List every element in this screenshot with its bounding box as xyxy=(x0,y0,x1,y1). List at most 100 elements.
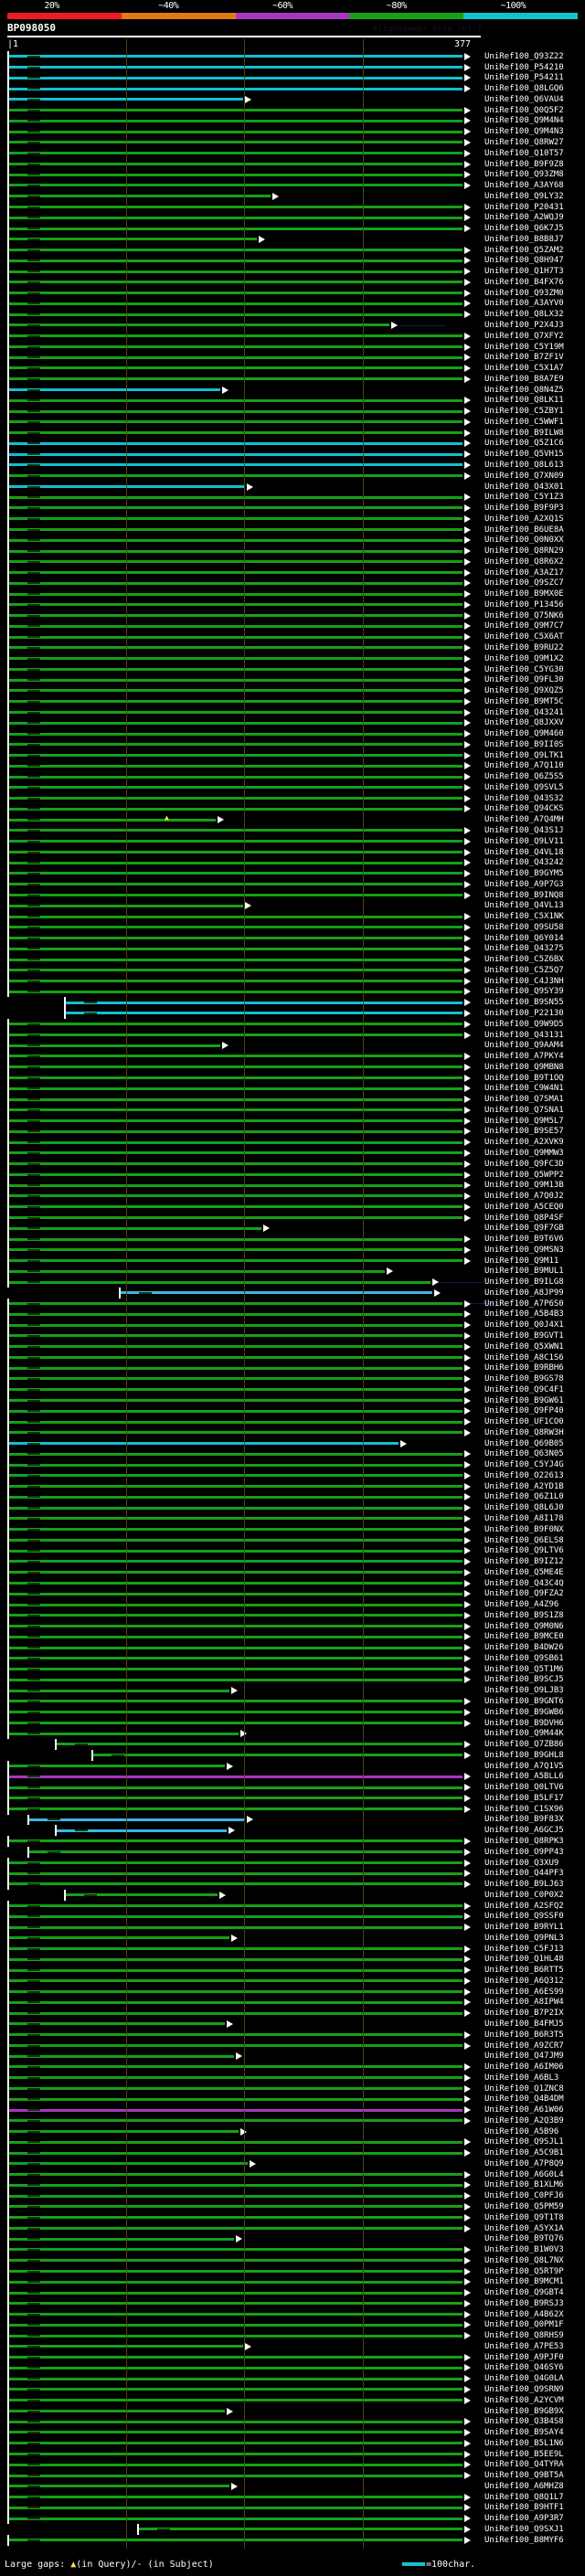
hit-accession-label[interactable]: UniRef100_Q9SU58 xyxy=(484,922,564,932)
hit-accession-label[interactable]: UniRef100_Q9XQZ5 xyxy=(484,686,564,696)
table-row[interactable]: UniRef100_Q6VAU4 xyxy=(0,94,585,105)
table-row[interactable]: UniRef100_Q93ZM8 xyxy=(0,169,585,181)
alignment-bar[interactable] xyxy=(9,2366,463,2369)
alignment-bar[interactable] xyxy=(29,1818,245,1821)
hit-accession-label[interactable]: UniRef100_B7P2IX xyxy=(484,2009,564,2019)
table-row[interactable]: UniRef100_Q6Z1L0 xyxy=(0,1491,585,1503)
alignment-bar[interactable] xyxy=(9,2173,463,2177)
alignment-bar[interactable] xyxy=(9,861,463,864)
alignment-bar[interactable] xyxy=(9,2194,463,2198)
alignment-bar[interactable] xyxy=(9,2022,225,2026)
alignment-bar[interactable] xyxy=(9,184,463,187)
table-row[interactable]: UniRef100_B1XLM6 xyxy=(0,2179,585,2191)
alignment-bar[interactable] xyxy=(9,1871,463,1875)
table-row[interactable]: UniRef100_B9SN55 xyxy=(0,997,585,1009)
hit-accession-label[interactable]: UniRef100_Q7SNA1 xyxy=(484,1105,564,1115)
table-row[interactable]: UniRef100_Q63N05 xyxy=(0,1448,585,1460)
table-row[interactable]: UniRef100_A6MHZ8 xyxy=(0,2481,585,2492)
alignment-bar[interactable] xyxy=(9,721,463,725)
table-row[interactable]: UniRef100_A2WQJ9 xyxy=(0,212,585,224)
table-row[interactable]: UniRef100_Q46SY6 xyxy=(0,2362,585,2374)
hit-accession-label[interactable]: UniRef100_Q9M1X2 xyxy=(484,653,564,663)
hit-accession-label[interactable]: UniRef100_Q43241 xyxy=(484,707,564,717)
hit-accession-label[interactable]: UniRef100_C5Y1Z3 xyxy=(484,493,564,503)
hit-accession-label[interactable]: UniRef100_Q0PM1F xyxy=(484,2320,564,2330)
hit-accession-label[interactable]: UniRef100_A5YX1A xyxy=(484,2223,564,2233)
hit-accession-label[interactable]: UniRef100_Q43S32 xyxy=(484,793,564,803)
hit-accession-label[interactable]: UniRef100_B9GWB6 xyxy=(484,1707,564,1717)
alignment-bar[interactable] xyxy=(9,130,463,133)
alignment-bar[interactable] xyxy=(9,1732,239,1735)
hit-accession-label[interactable]: UniRef100_A5CEQ0 xyxy=(484,1202,564,1212)
alignment-bar[interactable] xyxy=(9,980,463,983)
alignment-bar[interactable] xyxy=(9,1162,463,1166)
table-row[interactable]: UniRef100_B9GS78 xyxy=(0,1373,585,1384)
hit-accession-label[interactable]: UniRef100_Q7SMA1 xyxy=(484,1095,564,1105)
hit-accession-label[interactable]: UniRef100_Q4TYRA xyxy=(484,2460,564,2470)
hit-accession-label[interactable]: UniRef100_O9LJB3 xyxy=(484,1686,564,1696)
hit-accession-label[interactable]: UniRef100_Q5VH15 xyxy=(484,450,564,460)
alignment-bar[interactable] xyxy=(9,431,463,435)
hit-accession-label[interactable]: UniRef100_B9RYL1 xyxy=(484,1923,564,1933)
hit-accession-label[interactable]: UniRef100_Q8R6X2 xyxy=(484,557,564,567)
hit-accession-label[interactable]: UniRef100_Q1HL48 xyxy=(484,1955,564,1965)
hit-accession-label[interactable]: UniRef100_C5WWF1 xyxy=(484,417,564,427)
table-row[interactable]: UniRef100_Q8LK11 xyxy=(0,395,585,407)
alignment-bar[interactable] xyxy=(9,1345,463,1349)
table-row[interactable]: UniRef100_Q9MMW3 xyxy=(0,1148,585,1159)
alignment-bar[interactable] xyxy=(139,2528,463,2531)
hit-accession-label[interactable]: UniRef100_B9F0NX xyxy=(484,1524,564,1534)
hit-accession-label[interactable]: UniRef100_B9SAY4 xyxy=(484,2428,564,2438)
table-row[interactable]: UniRef100_Q9FC3D xyxy=(0,1158,585,1170)
hit-accession-label[interactable]: UniRef100_B5LF17 xyxy=(484,1793,564,1803)
alignment-bar[interactable] xyxy=(9,1721,463,1724)
hit-accession-label[interactable]: UniRef100_Q5ME4E xyxy=(484,1567,564,1577)
alignment-bar[interactable] xyxy=(9,1957,463,1961)
hit-accession-label[interactable]: UniRef100_Q6VAU4 xyxy=(484,94,564,104)
hit-accession-label[interactable]: UniRef100_A2Q3B9 xyxy=(484,2115,564,2125)
hit-accession-label[interactable]: UniRef100_Q9SZC7 xyxy=(484,578,564,588)
table-row[interactable]: UniRef100_A9P3R7 xyxy=(0,2513,585,2525)
hit-accession-label[interactable]: UniRef100_C0PFJ6 xyxy=(484,2191,564,2201)
alignment-bar[interactable] xyxy=(9,1366,463,1370)
hit-accession-label[interactable]: UniRef100_A5B4B3 xyxy=(484,1309,564,1320)
alignment-bar[interactable] xyxy=(9,388,220,392)
table-row[interactable]: UniRef100_C9W4N1 xyxy=(0,1083,585,1095)
alignment-bar[interactable] xyxy=(9,2226,463,2230)
hit-accession-label[interactable]: UniRef100_Q8RW3H xyxy=(484,1427,564,1437)
table-row[interactable]: UniRef100_B9SCJ5 xyxy=(0,1674,585,1686)
table-row[interactable]: UniRef100_Q0PM1F xyxy=(0,2319,585,2331)
hit-accession-label[interactable]: UniRef100_B9GB9X xyxy=(484,2406,564,2416)
hit-accession-label[interactable]: UniRef100_Q8L613 xyxy=(484,460,564,470)
alignment-bar[interactable] xyxy=(9,1517,463,1521)
alignment-bar[interactable] xyxy=(9,2539,463,2542)
table-row[interactable]: UniRef100_O9PP43 xyxy=(0,1846,585,1858)
hit-accession-label[interactable]: UniRef100_B9F83X xyxy=(484,1815,564,1825)
alignment-bar[interactable] xyxy=(9,2453,463,2456)
table-row[interactable]: UniRef100_Q4VL13 xyxy=(0,900,585,912)
alignment-bar[interactable] xyxy=(9,1925,463,1929)
alignment-bar[interactable] xyxy=(9,227,463,230)
alignment-bar[interactable] xyxy=(9,1065,463,1069)
alignment-bar[interactable] xyxy=(9,2334,463,2337)
table-row[interactable]: UniRef100_Q4G0LA xyxy=(0,2373,585,2385)
hit-accession-label[interactable]: UniRef100_B9LJ63 xyxy=(484,1880,564,1890)
hit-accession-label[interactable]: UniRef100_A61W06 xyxy=(484,2105,564,2115)
hit-accession-label[interactable]: UniRef100_Q0N0XX xyxy=(484,535,564,546)
table-row[interactable]: UniRef100_Q4TYRA xyxy=(0,2459,585,2471)
alignment-bar[interactable] xyxy=(9,1248,463,1252)
hit-accession-label[interactable]: UniRef100_A8IPW4 xyxy=(484,1998,564,2008)
table-row[interactable]: UniRef100_A7Q0J2 xyxy=(0,1191,585,1202)
table-row[interactable]: UniRef100_B9GNT6 xyxy=(0,1696,585,1707)
table-row[interactable]: UniRef100_O9LJB3 xyxy=(0,1685,585,1697)
alignment-bar[interactable] xyxy=(9,55,463,58)
alignment-bar[interactable] xyxy=(9,1485,463,1489)
hit-accession-label[interactable]: UniRef100_A7PKY4 xyxy=(484,1052,564,1062)
alignment-bar[interactable] xyxy=(9,560,463,564)
hit-accession-label[interactable]: UniRef100_Q8N4Z5 xyxy=(484,385,564,395)
alignment-bar[interactable] xyxy=(9,292,463,295)
alignment-bar[interactable] xyxy=(9,87,463,90)
hit-accession-label[interactable]: UniRef100_Q69B05 xyxy=(484,1438,564,1448)
table-row[interactable]: UniRef100_P20431 xyxy=(0,201,585,213)
table-row[interactable]: UniRef100_C5FJ13 xyxy=(0,1943,585,1955)
